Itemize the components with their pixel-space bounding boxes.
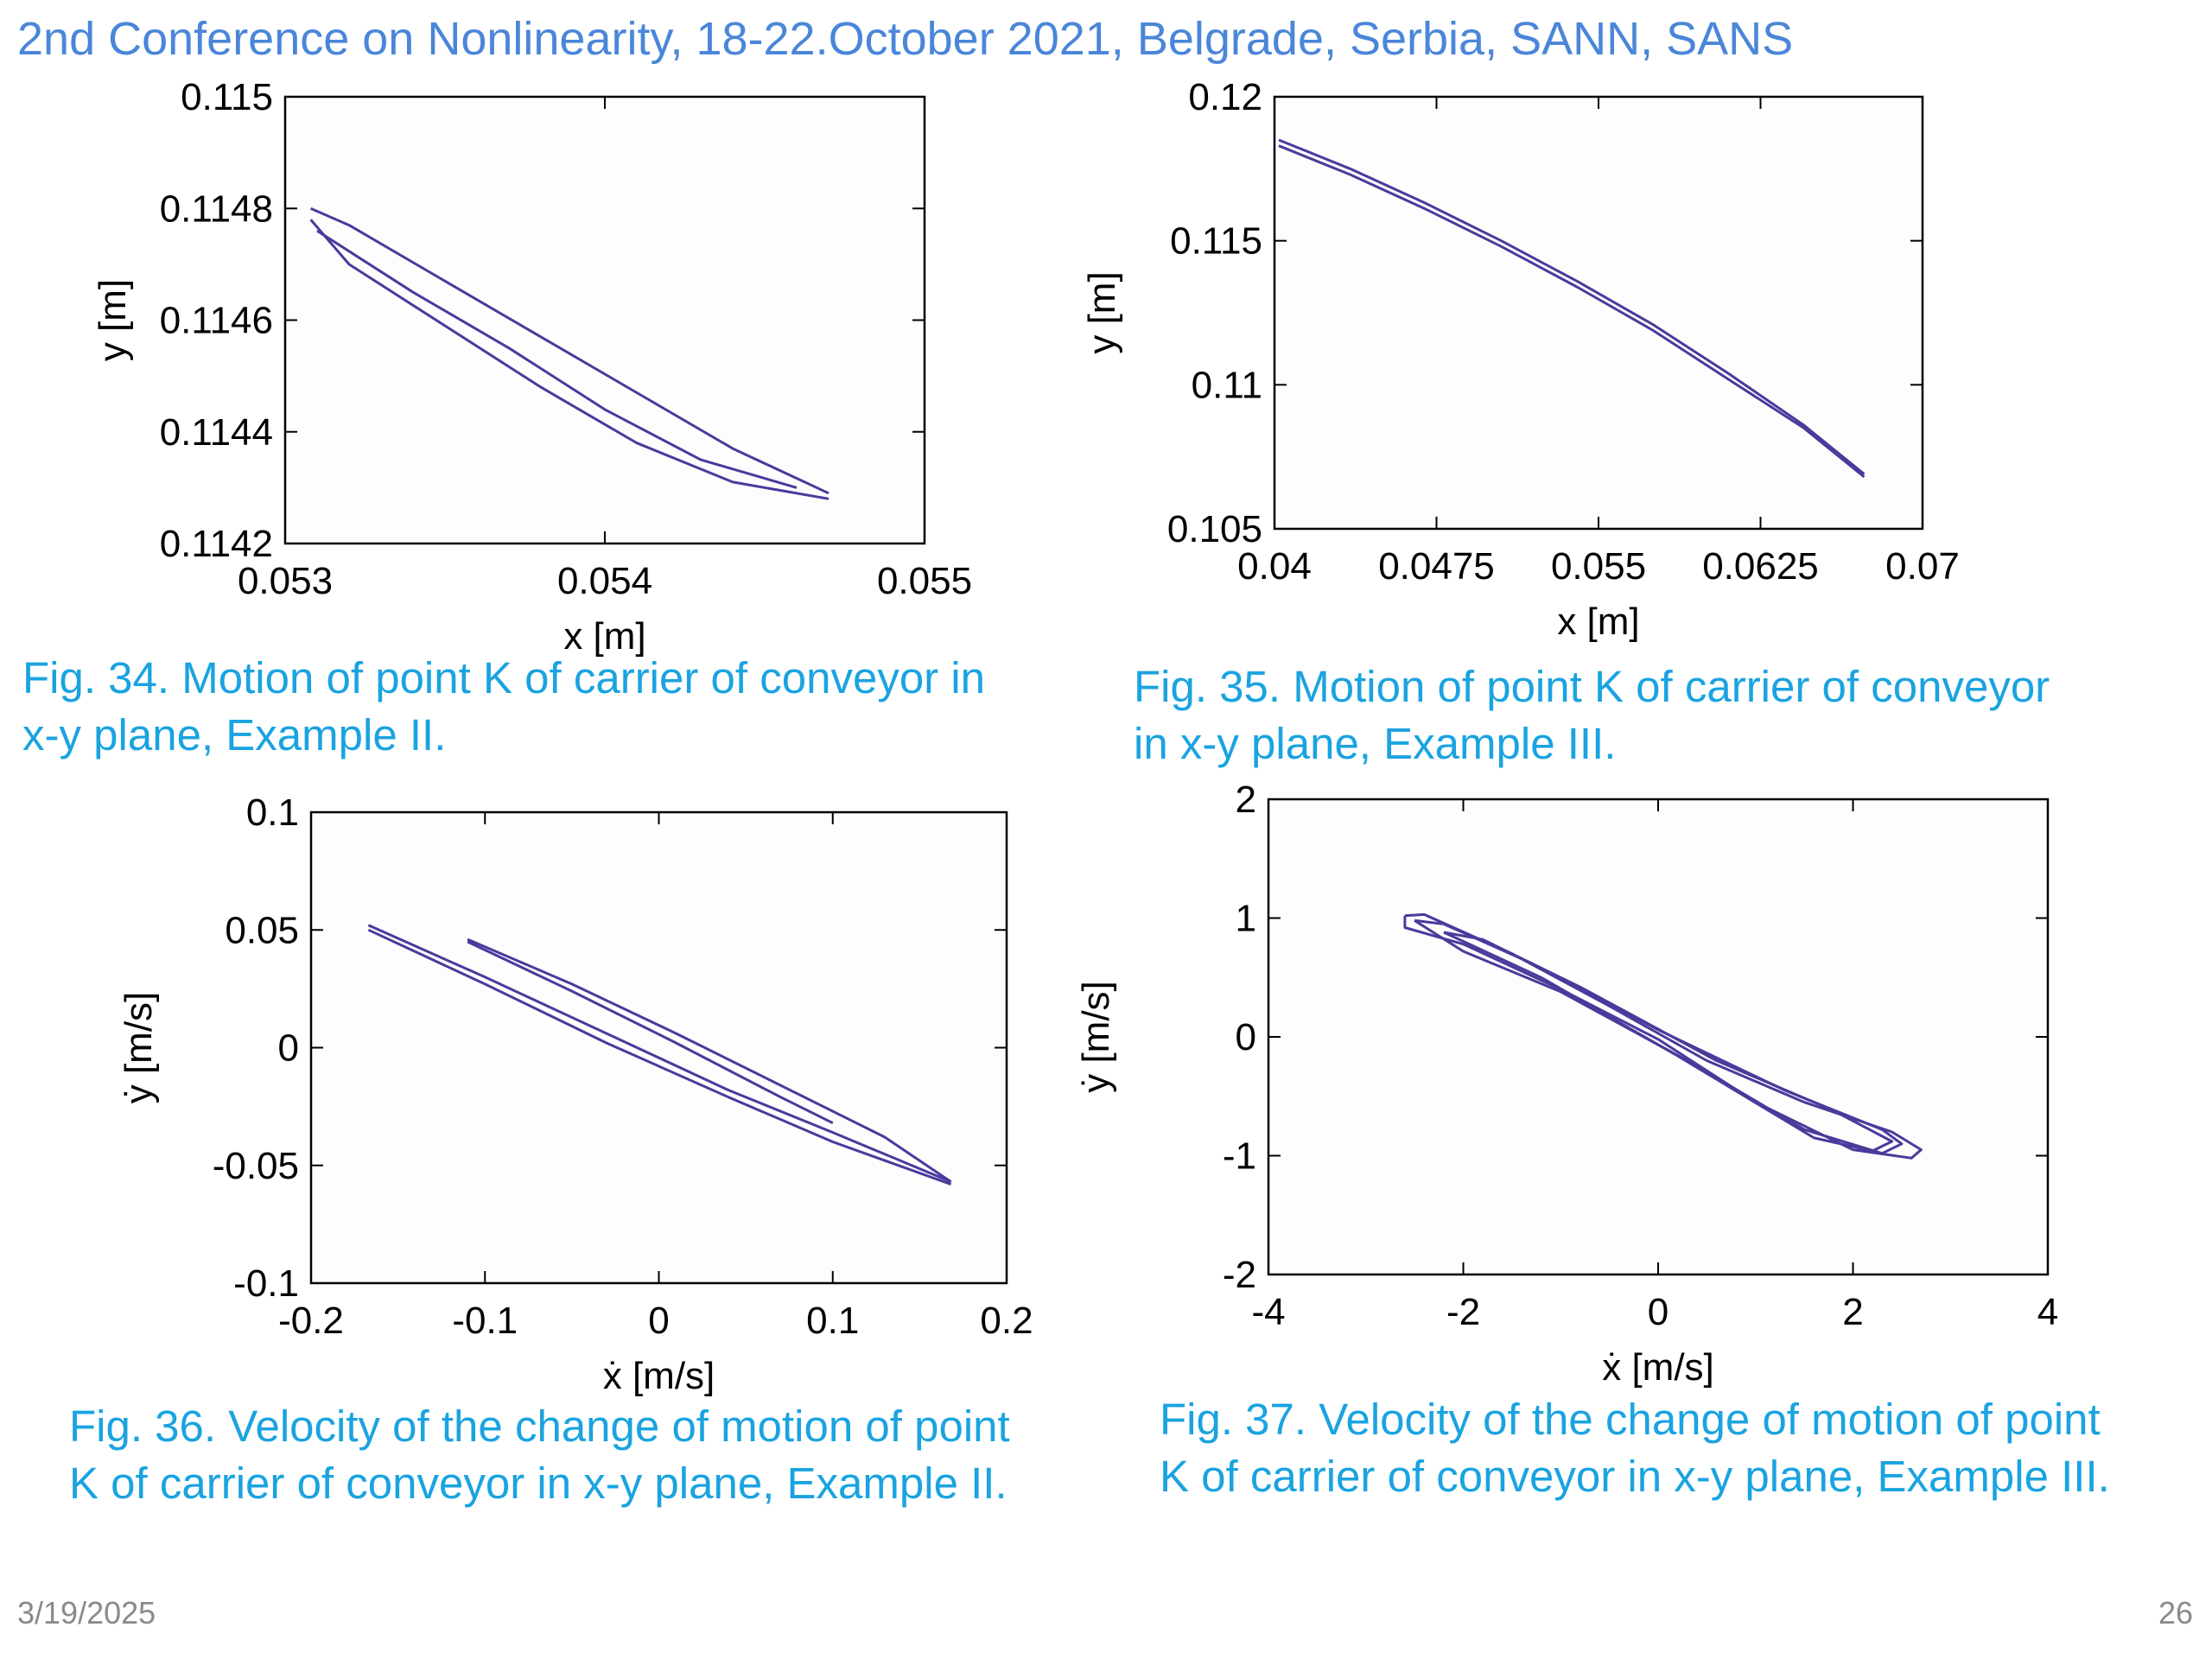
y-tick-label: -0.1 (233, 1262, 299, 1305)
plot-frame (283, 95, 926, 545)
x-tick-label: 0.1 (806, 1300, 859, 1342)
x-tick-label: 4 (2037, 1291, 2058, 1333)
series-line-2 (367, 928, 952, 1186)
y-axis-label: ẏ [m/s] (118, 992, 160, 1104)
chart-fig34: 0.053 0.054 0.055 0.1142 0.1144 0.1146 0.1148 0… (92, 76, 972, 658)
y-tick-label: 0 (1236, 1016, 1256, 1058)
caption-fig34-line1: Fig. 34. Motion of point K of carrier of… (22, 653, 986, 702)
page-number: 26 (2158, 1595, 2193, 1630)
x-tick-label: -4 (1251, 1291, 1285, 1333)
y-tick-label: 0.05 (225, 909, 299, 951)
x-tick-label: 0 (1648, 1291, 1669, 1333)
y-tick-label: -1 (1223, 1135, 1256, 1178)
series-line-2 (1278, 144, 1866, 479)
footer-date: 3/19/2025 (17, 1595, 156, 1630)
plot-frame (1267, 798, 2050, 1276)
y-tick-label: 0.115 (181, 76, 273, 118)
x-tick-label: 0.0475 (1378, 545, 1495, 588)
x-tick-label: -0.2 (278, 1300, 344, 1342)
y-tick-label: 0.115 (1170, 220, 1262, 263)
page-title: 2nd Conference on Nonlinearity, 18-22.Oc… (17, 13, 1794, 65)
series-line-3 (1443, 931, 1894, 1153)
x-tick-label: -0.1 (452, 1300, 518, 1342)
y-tick-label: -2 (1223, 1254, 1256, 1296)
y-tick-label: 0.1148 (160, 188, 273, 230)
series-line-3 (316, 229, 798, 489)
x-tick-label: 0.2 (980, 1300, 1033, 1342)
y-axis-label: ẏ [m/s] (1075, 981, 1117, 1093)
caption-fig36-line1: Fig. 36. Velocity of the change of motio… (69, 1402, 1010, 1451)
y-tick-label: 2 (1236, 779, 1256, 821)
caption-fig36: Fig. 36. Velocity of the change of motio… (69, 1398, 1010, 1512)
series-line-1 (367, 924, 952, 1184)
caption-fig37: Fig. 37. Velocity of the change of motio… (1160, 1391, 2110, 1505)
caption-fig34-line2: x-y plane, Example II. (22, 710, 447, 760)
series-line-2 (309, 219, 830, 500)
y-tick-label: 0.1142 (160, 523, 273, 565)
x-tick-label: 0.055 (877, 560, 972, 602)
x-tick-label: -2 (1446, 1291, 1480, 1333)
x-tick-label: 0 (648, 1300, 669, 1342)
y-tick-label: 1 (1236, 898, 1256, 940)
y-tick-label: 0.1144 (160, 411, 273, 454)
series-line-1 (1278, 138, 1866, 475)
y-axis-label: y [m] (92, 279, 134, 361)
x-tick-label: 0.04 (1237, 545, 1312, 588)
x-axis-label: x [m] (1557, 601, 1639, 643)
y-tick-label: 0 (278, 1027, 299, 1070)
caption-fig37-line2: K of carrier of conveyor in x-y plane, E… (1160, 1452, 2110, 1501)
caption-fig35: Fig. 35. Motion of point K of carrier of… (1134, 658, 2050, 772)
x-axis-label: ẋ [m/s] (603, 1355, 715, 1397)
caption-fig37-line1: Fig. 37. Velocity of the change of motio… (1160, 1395, 2101, 1444)
caption-fig34: Fig. 34. Motion of point K of carrier of… (22, 650, 985, 764)
x-tick-label: 0.0625 (1702, 545, 1819, 588)
series-line-1 (310, 207, 830, 495)
plot-frame (309, 810, 1008, 1285)
series-line-4 (467, 940, 834, 1125)
y-tick-label: 0.1 (246, 791, 299, 834)
x-axis-label: x [m] (563, 615, 645, 658)
y-tick-label: 0.11 (1192, 364, 1262, 406)
x-tick-label: 0.054 (557, 560, 652, 602)
y-tick-label: 0.12 (1188, 76, 1262, 118)
chart-fig35: 0.04 0.0475 0.055 0.0625 0.07 0.105 0.11 0.115 0… (1081, 76, 1960, 643)
y-axis-label: y [m] (1081, 271, 1123, 353)
caption-fig36-line2: K of carrier of conveyor in x-y plane, E… (69, 1459, 1007, 1508)
caption-fig35-line1: Fig. 35. Motion of point K of carrier of… (1134, 662, 2050, 711)
x-tick-label: 2 (1842, 1291, 1863, 1333)
y-tick-label: -0.05 (213, 1145, 299, 1187)
y-tick-label: 0.105 (1167, 508, 1262, 550)
y-tick-label: 0.1146 (160, 300, 273, 342)
series-line-3 (467, 938, 952, 1184)
x-tick-label: 0.07 (1885, 545, 1960, 588)
x-tick-label: 0.055 (1551, 545, 1646, 588)
plot-frame (1273, 95, 1924, 531)
caption-fig35-line2: in x-y plane, Example III. (1134, 719, 1617, 768)
x-axis-label: ẋ [m/s] (1602, 1346, 1714, 1389)
x-tick-label: 0.053 (238, 560, 333, 602)
